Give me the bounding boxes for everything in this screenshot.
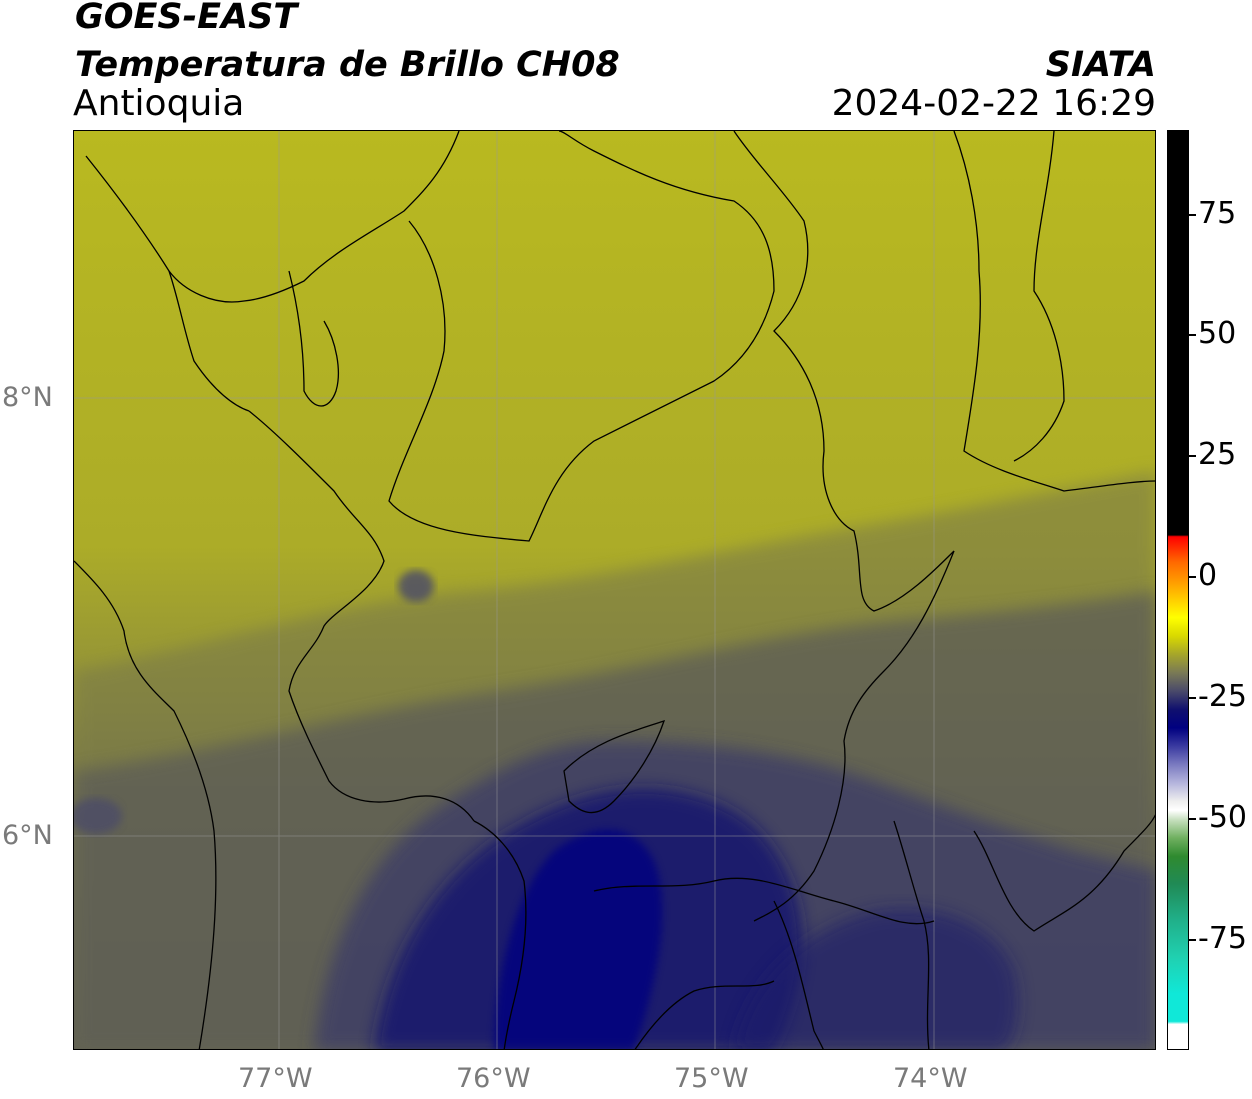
lon-label: 77°W [238,1063,313,1094]
colorbar-tick [1189,334,1196,336]
lat-label: 8°N [2,382,53,413]
gulf-of-uraba [288,270,339,407]
lat-label: 6°N [2,820,53,851]
colorbar-tick [1189,939,1196,941]
border-boyaca [753,550,955,922]
secondary-cold-cell [734,908,1019,1049]
colorbar-tick [1189,697,1196,699]
map-panel[interactable] [73,130,1156,1050]
agency-title: SIATA [1045,45,1156,85]
coastline-caribbean [85,131,460,303]
colorbar-label: 50 [1198,316,1237,351]
border-cordoba [388,131,775,542]
colorbar-label: -75 [1198,921,1247,956]
colorbar-tick [1189,455,1196,457]
colorbar-label: -50 [1198,800,1247,835]
satellite-title: GOES-EAST [75,0,298,37]
border-caldas [593,877,935,925]
datetime-title: 2024-02-22 16:29 [831,83,1156,124]
border-caldas-enclave [563,719,666,814]
region-title: Antioquia [73,83,245,124]
coastline-uraba-west [168,270,250,412]
western-cold-spot [74,798,122,834]
lon-label: 76°W [456,1063,531,1094]
border-risaralda [473,820,527,1049]
brightness-temperature-map [74,131,1155,1049]
border-choco-antioquia [248,410,475,822]
colorbar-tick [1189,214,1196,216]
colorbar-label: 25 [1198,437,1237,472]
product-title: Temperatura de Brillo CH08 [75,45,620,85]
lon-label: 75°W [674,1063,749,1094]
temperature-colorbar [1167,130,1189,1050]
lon-label: 74°W [893,1063,968,1094]
colorbar-tick [1189,818,1196,820]
colorbar-label: -25 [1198,679,1247,714]
choco-river [74,560,217,1049]
border-tolima [634,980,775,1049]
border-boyaca-south [893,820,930,1049]
border-cundinamarca-south [773,900,824,1049]
border-cundinamarca [973,814,1155,932]
river-magdalena [1013,131,1065,462]
cold-core-inner [494,829,663,1049]
border-santander [953,131,1155,492]
colorbar-label: 75 [1198,196,1237,231]
colorbar-tick [1189,576,1196,578]
boundaries [74,131,1155,1049]
colorbar-label: 0 [1198,558,1218,593]
isolated-cold-spot [398,570,434,602]
border-bolivar [733,131,955,612]
